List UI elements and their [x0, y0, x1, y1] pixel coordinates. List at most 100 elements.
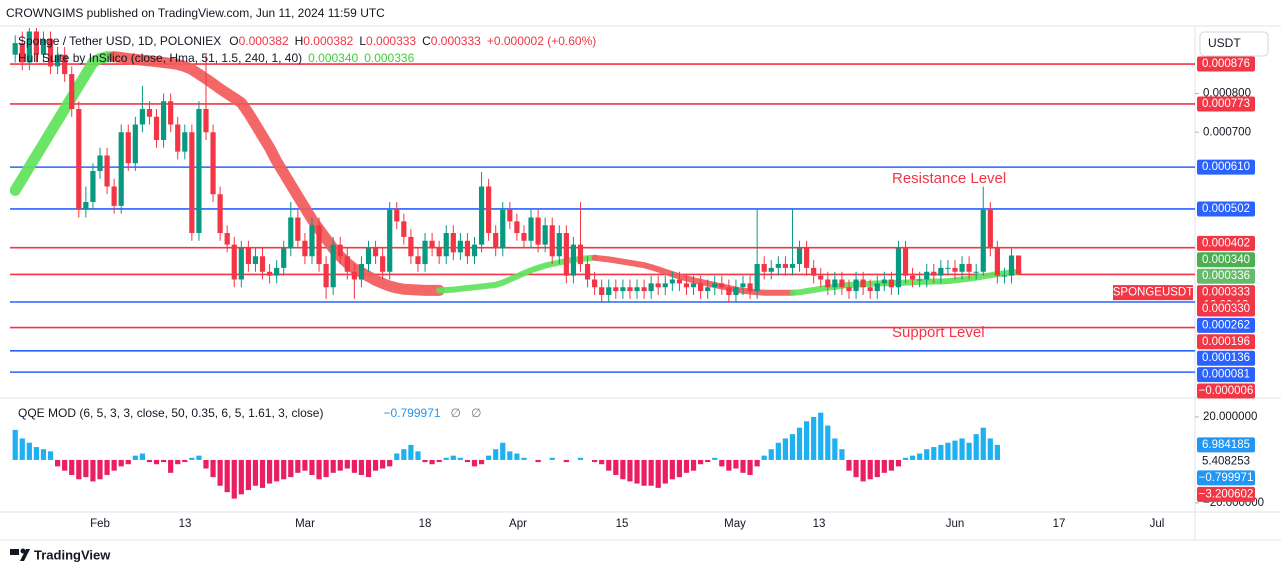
candle-body [238, 248, 244, 280]
qqe-bar [895, 459, 902, 467]
qqe-bar [323, 459, 329, 478]
qqe-bar [486, 455, 492, 460]
qqe-bar [408, 444, 414, 460]
qqe-bar [90, 459, 96, 482]
candle-body [994, 248, 1000, 276]
candle-body [577, 244, 584, 265]
candle-body [980, 209, 986, 272]
candle-body [372, 248, 379, 257]
candle-body [351, 271, 357, 280]
candle-body [931, 271, 937, 276]
candle-body [874, 283, 880, 292]
qqe-bar [40, 449, 47, 460]
qqe-label: 6.984185 [1202, 439, 1250, 451]
price-label: 0.000876 [1202, 58, 1250, 70]
candle-body [62, 54, 68, 75]
currency: USDT [1208, 36, 1241, 50]
candle-body [917, 279, 923, 281]
qqe-bar [747, 459, 753, 475]
qqe-bar [613, 459, 619, 475]
legend: Sponge / Tether USD, 1D, POLONIEX O0.0003… [18, 34, 596, 48]
qqe-bar [726, 459, 732, 471]
candle-body [987, 209, 993, 249]
qqe-bar [372, 459, 379, 471]
price-label-bg [1197, 252, 1255, 268]
x-tick-label: Apr [509, 518, 527, 530]
qqe-title: QQE MOD (6, 5, 3, 3, close, 50, 0.35, 6,… [18, 406, 323, 420]
price-label: 0.000081 [1202, 369, 1250, 381]
qqe-bar [47, 451, 54, 460]
candle-body [549, 225, 555, 257]
candle-body [775, 264, 781, 268]
candle-body [782, 264, 789, 268]
annotation: Support Level [892, 324, 985, 341]
candle-body [40, 39, 47, 55]
qqe-bar [118, 459, 124, 467]
qqe-bar [698, 459, 704, 465]
candle-body [606, 287, 612, 296]
qqe-bar [238, 459, 244, 495]
qqe-bar [782, 438, 789, 460]
ohlc-value: 0.000333 [431, 34, 481, 48]
currency-button[interactable] [1199, 31, 1269, 57]
ohlc-key: L [359, 34, 366, 48]
qqe-label-bg [1197, 486, 1255, 502]
candle-body [104, 155, 110, 187]
ohlc-value: 0.000382 [303, 34, 353, 48]
candle-body [464, 240, 471, 257]
candle-body [288, 217, 294, 249]
candle-body [252, 256, 259, 265]
candle-body [521, 233, 527, 241]
candle-body [394, 209, 400, 222]
candle-body [478, 186, 485, 245]
qqe-bar [987, 438, 993, 460]
candle-body [12, 43, 18, 55]
candle-body [818, 275, 824, 280]
qqe-bar [111, 459, 117, 471]
candle-body [139, 108, 145, 125]
candle-body [19, 43, 25, 63]
qqe-bar [634, 459, 640, 484]
price-label-bg [1197, 159, 1255, 175]
qqe-bar [443, 457, 449, 460]
qqe-bar [789, 434, 796, 460]
qqe-bar [330, 459, 336, 473]
price-label: 0.000136 [1202, 352, 1250, 364]
x-tick-label: Jul [1150, 518, 1165, 530]
candle-body [895, 248, 902, 288]
x-tick-label: 17 [1053, 518, 1066, 530]
x-tick-label: Mar [295, 518, 315, 530]
price-label: 0.000196 [1202, 336, 1250, 348]
price-label-bg [1197, 235, 1255, 251]
qqe-bar [931, 447, 937, 460]
candle-body [613, 287, 619, 292]
qqe-bar [344, 459, 350, 469]
candle-body [888, 279, 894, 288]
qqe-bar [55, 459, 61, 467]
qqe-bar [83, 459, 89, 478]
qqe-bar [139, 453, 145, 460]
annotation: Resistance Level [892, 170, 1006, 187]
candle-body [302, 240, 308, 257]
candle-body [804, 248, 810, 268]
qqe-bar [740, 459, 746, 473]
candle-body [231, 244, 237, 280]
candle-body [881, 279, 887, 284]
candle-body [274, 267, 280, 276]
qqe-bar [507, 451, 513, 460]
candle-body [698, 283, 704, 292]
qqe-bar [104, 459, 110, 475]
qqe-bar [846, 459, 852, 471]
candle-body [627, 287, 633, 292]
candle-body [471, 244, 478, 257]
candle-body [747, 283, 753, 292]
qqe-bar [471, 459, 478, 467]
candle-body [358, 264, 365, 280]
qqe-label-bg [1197, 470, 1255, 486]
candle-body [365, 248, 372, 265]
candle-body [832, 279, 838, 288]
qqe-bar [175, 459, 181, 465]
qqe-bar [705, 459, 711, 463]
candle-body [450, 233, 456, 253]
